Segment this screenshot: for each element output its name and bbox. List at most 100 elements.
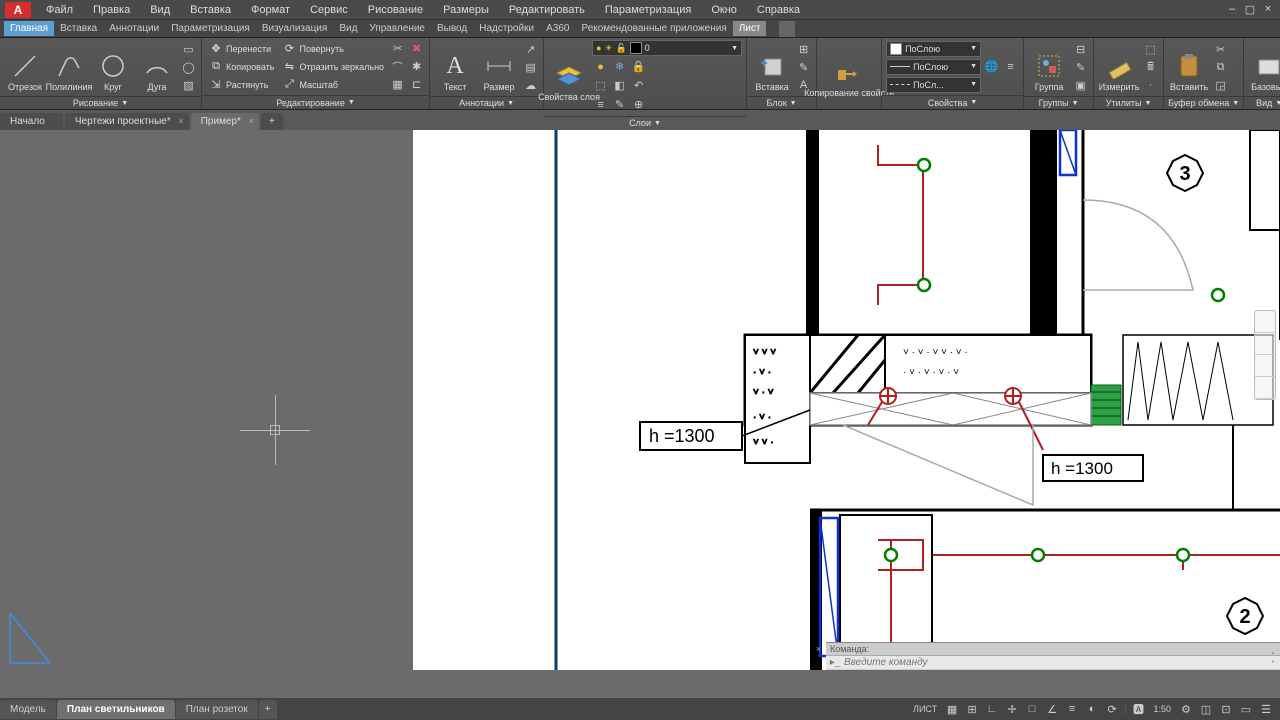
status-anno-icon[interactable]: 🅰 (1130, 701, 1146, 717)
ribbon-tab-addins[interactable]: Надстройки (473, 21, 540, 36)
offset-icon[interactable]: ⊏ (408, 76, 425, 93)
clip-copy-icon[interactable]: ⧉ (1212, 59, 1229, 76)
layer-lock-icon[interactable]: 🔒 (630, 58, 647, 75)
panel-utilities-label[interactable]: Утилиты▼ (1094, 96, 1163, 109)
ribbon-tab-parametric[interactable]: Параметризация (165, 21, 256, 36)
layout-tab-lights[interactable]: План светильников (57, 700, 175, 719)
status-ortho-icon[interactable]: ∟ (984, 701, 1000, 717)
polyline-button[interactable]: Полилиния (48, 40, 90, 94)
menu-help[interactable]: Справка (747, 4, 810, 16)
file-tab-add[interactable]: + (261, 113, 283, 130)
baseview-button[interactable]: Базовый (1248, 40, 1280, 94)
stretch-button[interactable]: ⇲Растянуть (206, 76, 277, 93)
cut-icon[interactable]: ✂ (1212, 41, 1229, 58)
ribbon-expand-icon[interactable] (779, 21, 795, 37)
status-cycle-icon[interactable]: ⟳ (1104, 701, 1120, 717)
explode-icon[interactable]: ✱ (408, 58, 425, 75)
line-button[interactable]: Отрезок (4, 40, 46, 94)
paper-viewport[interactable]: 3 ˅ ˅ ˅· ˅ · ˅ · ˅· ˅ · ˅ ˅ · ˅ · ˅ · ˅ … (413, 130, 1280, 670)
ribbon-tab-recommended[interactable]: Рекомендованные приложения (575, 21, 732, 36)
panel-modify-label[interactable]: Редактирование▼ (202, 95, 429, 109)
status-scale[interactable]: 1:50 (1150, 704, 1174, 714)
color-combo[interactable]: ПоСлою▼ (886, 41, 981, 57)
ribbon-tab-insert[interactable]: Вставка (54, 21, 103, 36)
panel-view-label[interactable]: Вид▼ (1244, 96, 1280, 109)
layer-merge-icon[interactable]: ⊕ (630, 96, 647, 113)
cmdline-handle-icon[interactable]: ▲▼ (1271, 651, 1279, 663)
status-space[interactable]: ЛИСТ (910, 704, 940, 714)
layer-freeze-icon[interactable]: ❄ (611, 58, 628, 75)
arc-button[interactable]: Дуга (136, 40, 178, 94)
tab-close-icon[interactable]: × (249, 116, 254, 126)
menu-view[interactable]: Вид (140, 4, 180, 16)
menu-modify[interactable]: Редактировать (499, 4, 595, 16)
menu-edit[interactable]: Правка (83, 4, 140, 16)
point-icon[interactable]: · (1142, 77, 1159, 94)
mirror-button[interactable]: ⇋Отразить зеркально (279, 58, 387, 75)
menu-file[interactable]: Файл (36, 4, 83, 16)
command-input[interactable] (841, 657, 1277, 668)
status-hw-icon[interactable]: ⊡ (1218, 701, 1234, 717)
lineweight-combo[interactable]: ПоСлою▼ (886, 59, 981, 75)
ungroup-icon[interactable]: ⊟ (1072, 41, 1089, 58)
status-lwt-icon[interactable]: ≡ (1064, 701, 1080, 717)
table-icon[interactable]: ▤ (522, 59, 539, 76)
menu-window[interactable]: Окно (701, 4, 747, 16)
menu-draw[interactable]: Рисование (358, 4, 433, 16)
measure-button[interactable]: Измерить (1098, 40, 1140, 94)
ribbon-tab-view[interactable]: Вид (333, 21, 363, 36)
panel-layers-label[interactable]: Слои▼ (544, 116, 746, 129)
cmdline-close-icon[interactable]: × (816, 644, 826, 654)
status-custom-icon[interactable]: ☰ (1258, 701, 1274, 717)
layer-match-icon[interactable]: ⬚ (592, 77, 609, 94)
array-icon[interactable]: ▦ (389, 76, 406, 93)
ribbon-tab-a360[interactable]: A360 (540, 21, 575, 36)
panel-clipboard-label[interactable]: Буфер обмена▼ (1164, 96, 1243, 109)
circle-button[interactable]: Круг (92, 40, 134, 94)
insert-block-button[interactable]: Вставка (751, 40, 793, 94)
match-props-button[interactable]: Копирование свойств (821, 46, 877, 100)
group-button[interactable]: Группа (1028, 40, 1070, 94)
layer-change-icon[interactable]: ✎ (611, 96, 628, 113)
layout-tab-add[interactable]: + (259, 700, 277, 719)
ribbon-tab-layout-context[interactable]: Лист (733, 21, 767, 36)
select-icon[interactable]: ⬚ (1142, 41, 1159, 58)
linetype-combo[interactable]: ПоСл...▼ (886, 77, 981, 93)
panel-block-label[interactable]: Блок▼ (747, 96, 816, 109)
ribbon-tab-manage[interactable]: Управление (363, 21, 431, 36)
panel-properties-label[interactable]: Свойства▼ (882, 95, 1023, 109)
text-button[interactable]: A Текст (434, 40, 476, 94)
dimension-button[interactable]: Размер (478, 40, 520, 94)
menu-dimension[interactable]: Размеры (433, 4, 499, 16)
leader-icon[interactable]: ↗ (522, 41, 539, 58)
status-grid-icon[interactable]: ▦ (944, 701, 960, 717)
status-trans-icon[interactable]: ◐ (1084, 701, 1100, 717)
erase-icon[interactable]: ✖ (408, 40, 425, 57)
layout-tab-model[interactable]: Модель (0, 700, 56, 719)
ellipse-icon[interactable]: ◯ (180, 59, 197, 76)
file-tab-start[interactable]: Начало (0, 113, 63, 130)
status-otrack-icon[interactable]: ∠ (1044, 701, 1060, 717)
status-polar-icon[interactable]: ✛ (1004, 701, 1020, 717)
ribbon-tab-output[interactable]: Вывод (431, 21, 473, 36)
layer-props-button[interactable]: Свойства слоя (548, 50, 590, 104)
layer-off-icon[interactable]: ● (592, 58, 609, 75)
ribbon-tab-annotate[interactable]: Аннотации (103, 21, 165, 36)
hatch-icon[interactable]: ▨ (180, 77, 197, 94)
ribbon-tab-home[interactable]: Главная (4, 21, 54, 36)
clip-base-icon[interactable]: ◲ (1212, 77, 1229, 94)
status-osnap-icon[interactable]: □ (1024, 701, 1040, 717)
menu-parametric[interactable]: Параметризация (595, 4, 701, 16)
close-icon[interactable]: × (1261, 3, 1275, 16)
ribbon-tab-visualize[interactable]: Визуализация (256, 21, 333, 36)
calc-icon[interactable]: 🖩 (1142, 59, 1159, 76)
fillet-icon[interactable]: ⌒ (389, 58, 406, 75)
trim-icon[interactable]: ✂ (389, 40, 406, 57)
panel-annotation-label[interactable]: Аннотации▼ (430, 96, 543, 109)
layer-combo[interactable]: ●☀🔓0 ▼ (592, 40, 742, 56)
menu-format[interactable]: Формат (241, 4, 300, 16)
status-gear-icon[interactable]: ⚙ (1178, 701, 1194, 717)
globe-icon[interactable]: 🌐 (983, 58, 1000, 75)
status-iso-icon[interactable]: ◫ (1198, 701, 1214, 717)
command-line[interactable]: × Команда: ▸_ ▲▼ (826, 642, 1280, 670)
